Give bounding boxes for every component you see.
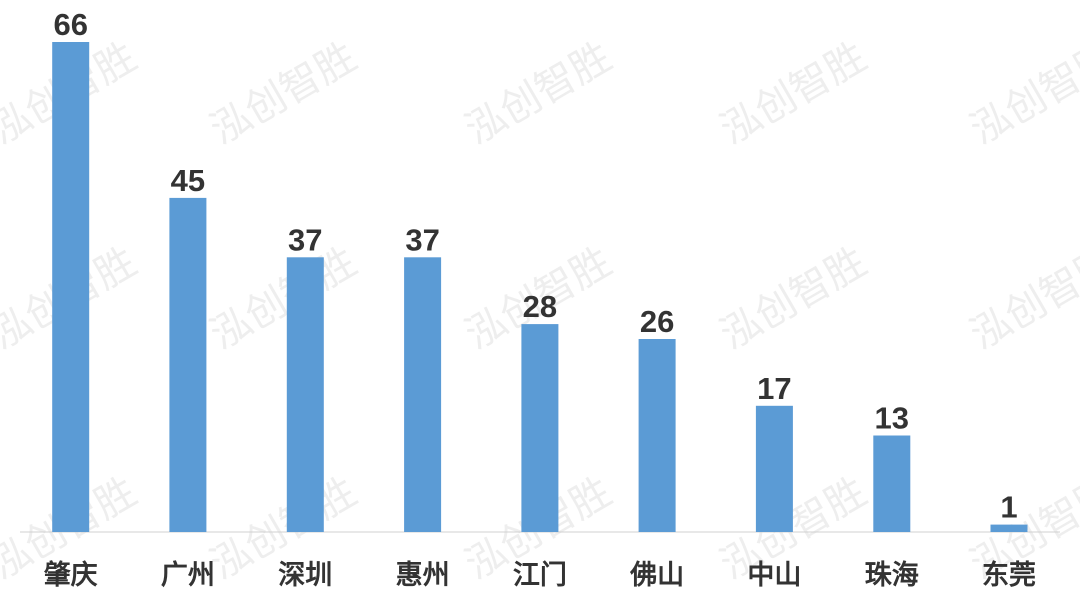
- watermark-text: 泓创智胜: [203, 239, 365, 359]
- category-tick-label: 珠海: [865, 560, 919, 591]
- category-tick-label: 惠州: [396, 560, 450, 591]
- data-label: 1: [1000, 490, 1017, 525]
- watermark-text: 泓创智胜: [963, 239, 1080, 359]
- category-tick-label: 江门: [513, 560, 567, 591]
- watermark-text: 泓创智胜: [963, 34, 1080, 154]
- category-tick-label: 深圳: [278, 560, 332, 591]
- bar: [755, 405, 793, 532]
- category-tick-label: 东莞: [982, 559, 1036, 591]
- data-label: 26: [640, 304, 674, 339]
- value-labels-layer: 66 45 37 37 28 26 17 13 1: [53, 7, 1017, 525]
- data-label: 13: [875, 401, 909, 436]
- data-label: 37: [288, 222, 322, 257]
- bar: [521, 324, 559, 532]
- watermark-text: 泓创智胜: [713, 239, 875, 359]
- data-label: 37: [405, 222, 439, 257]
- data-label: 45: [171, 163, 205, 198]
- category-labels-layer: 肇庆 广州 深圳 惠州 江门 佛山 中山 珠海 东莞: [44, 559, 1036, 591]
- bar: [990, 524, 1028, 532]
- category-tick-label: 中山: [747, 560, 801, 591]
- watermark-text: 泓创智胜: [713, 34, 875, 154]
- bar: [638, 339, 676, 532]
- bar: [286, 257, 324, 532]
- bar: [404, 257, 442, 532]
- watermark-text: 泓创智胜: [203, 34, 365, 154]
- watermark-text: 泓创智胜: [458, 34, 620, 154]
- category-tick-label: 广州: [161, 560, 215, 591]
- bar: [169, 197, 207, 532]
- bar: [52, 42, 90, 532]
- data-label: 28: [523, 289, 557, 324]
- category-tick-label: 佛山: [629, 560, 684, 591]
- bars-layer: [52, 42, 1028, 532]
- data-label: 17: [757, 371, 791, 406]
- data-label: 66: [53, 7, 87, 42]
- category-tick-label: 肇庆: [44, 559, 98, 591]
- bar: [873, 435, 911, 532]
